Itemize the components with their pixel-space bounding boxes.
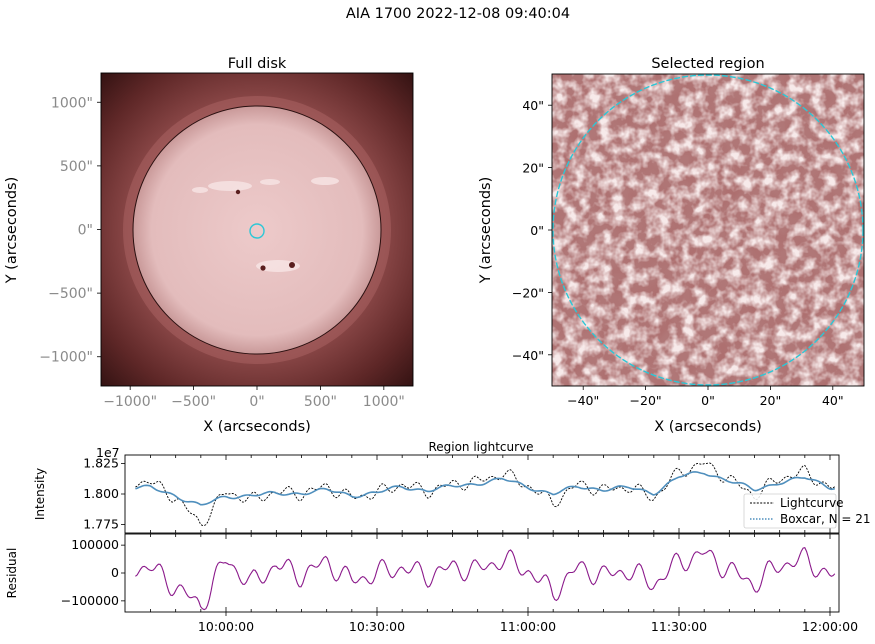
region-marker-circle <box>249 223 265 239</box>
lightcurve-ytick-label: 1.825 <box>83 456 119 471</box>
lightcurve-exponent: 1e7 <box>96 445 120 460</box>
full-disk-ytick-label: 500" <box>60 159 93 175</box>
region-ytick-label: 40" <box>522 98 544 113</box>
region-ytick-label: 20" <box>522 161 544 176</box>
time-tick-label: 11:30:00 <box>651 619 707 634</box>
region-ytick-label: 0" <box>530 223 544 238</box>
region-ytick-label: −40" <box>512 348 544 363</box>
lightcurve-ytick-label: 1.775 <box>83 516 119 531</box>
lightcurve-ytick-label: 1.800 <box>83 486 119 501</box>
lightcurve-ticks: 1.825 1.800 1.775 <box>83 455 831 533</box>
region-texture-bright <box>552 74 864 386</box>
full-disk-ytick-label: 1000" <box>51 95 93 111</box>
time-tick-label: 11:00:00 <box>500 619 556 634</box>
solar-disk <box>132 105 382 355</box>
full-disk-ytick-label: 0" <box>78 223 93 239</box>
lightcurve-title: Region lightcurve <box>428 440 533 454</box>
selected-region-panel: Selected region −40" −20" 0" 20" 40" 40" 20" 0"… <box>478 56 865 435</box>
full-disk-xlabel: X (arcseconds) <box>203 419 311 435</box>
residual-line <box>135 546 836 611</box>
full-disk-xtick-label: 1000" <box>363 394 405 410</box>
full-disk-ytick-label: −1000" <box>39 350 93 366</box>
lightcurve-line <box>135 462 836 527</box>
legend-boxcar-label: Boxcar, N = 21 <box>780 512 871 526</box>
region-ticks: −40" −20" 0" 20" 40" 40" 20" 0" −20" −40" <box>512 98 844 408</box>
residual-ylabel: Residual <box>5 548 19 599</box>
full-disk-xtick-label: −500" <box>171 394 216 410</box>
lightcurve-ylabel: Intensity <box>33 468 47 520</box>
full-disk-ylabel: Y (arcseconds) <box>4 177 20 285</box>
residual-panel: 100000 0 −100000 10:00:00 10:30:00 11:00:00 11… <box>5 533 858 634</box>
time-tick-label: 10:00:00 <box>198 619 254 634</box>
active-region-plage <box>192 177 339 272</box>
figure-title: AIA 1700 2022-12-08 09:40:04 <box>346 6 570 22</box>
time-tick-label: 12:00:00 <box>802 619 858 634</box>
lightcurve-panel: Region lightcurve 1e7 1.825 1.800 1.775 In… <box>33 440 871 534</box>
region-title: Selected region <box>651 56 764 72</box>
full-disk-xtick-label: 0" <box>249 394 264 410</box>
full-disk-ytick-label: −500" <box>48 286 93 302</box>
residual-ytick-label: 100000 <box>71 537 119 552</box>
region-ytick-label: −20" <box>512 285 544 300</box>
residual-ytick-label: 0 <box>111 565 119 580</box>
residual-ytick-label: −100000 <box>61 593 119 608</box>
region-xlabel: X (arcseconds) <box>654 419 762 435</box>
legend-lightcurve-label: Lightcurve <box>780 496 844 510</box>
region-ylabel: Y (arcseconds) <box>478 177 494 285</box>
full-disk-xtick-label: −1000" <box>103 394 157 410</box>
residual-ticks: 100000 0 −100000 10:00:00 10:30:00 11:00:00 11… <box>61 534 858 634</box>
lightcurve-legend: Lightcurve Boxcar, N = 21 <box>743 493 871 529</box>
sunspots <box>235 189 295 271</box>
region-xtick-label: 0" <box>701 393 715 408</box>
full-disk-panel: Full disk −1000" −500" 0" 500" 1000" 1000" 500… <box>4 56 414 435</box>
full-disk-xtick-label: 500" <box>304 394 337 410</box>
time-tick-label: 10:30:00 <box>349 619 405 634</box>
boxcar-line <box>135 471 835 506</box>
full-disk-ticks: −1000" −500" 0" 500" 1000" 1000" 500" 0" −500" −1… <box>39 95 405 410</box>
full-disk-title: Full disk <box>228 56 287 72</box>
region-xtick-label: 20" <box>760 393 782 408</box>
region-xtick-label: 40" <box>822 393 844 408</box>
region-xtick-label: −20" <box>630 393 662 408</box>
region-circle <box>552 74 864 386</box>
region-xtick-label: −40" <box>567 393 599 408</box>
